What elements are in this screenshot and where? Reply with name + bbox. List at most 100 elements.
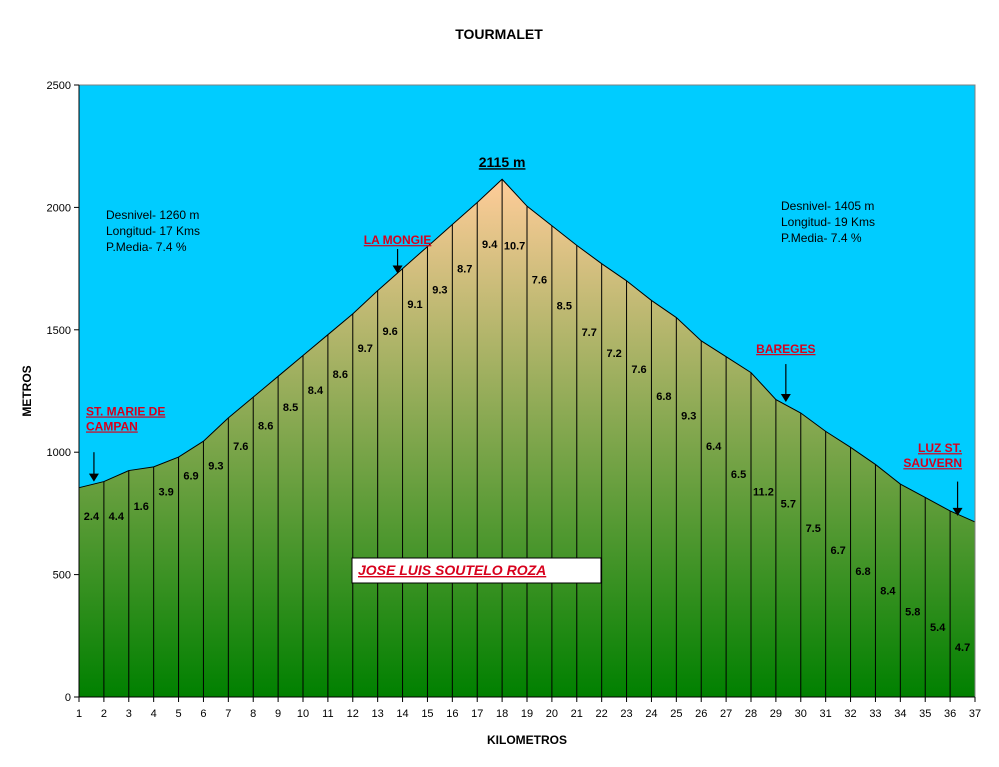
- x-tick-label: 8: [250, 708, 256, 720]
- x-tick-label: 31: [820, 708, 832, 720]
- x-tick-label: 33: [869, 708, 881, 720]
- gradient-label: 8.4: [880, 586, 896, 598]
- x-tick-label: 7: [225, 708, 231, 720]
- gradient-label: 8.5: [283, 402, 298, 414]
- ascent-info-left: Desnivel- 1260 m: [106, 208, 199, 222]
- x-tick-label: 10: [297, 708, 309, 720]
- place-label: CAMPAN: [86, 419, 138, 433]
- gradient-label: 6.7: [830, 545, 845, 557]
- x-tick-label: 36: [944, 708, 956, 720]
- x-tick-label: 25: [670, 708, 682, 720]
- gradient-label: 8.4: [308, 385, 324, 397]
- author-box: [351, 557, 602, 584]
- y-tick-label: 0: [65, 692, 71, 704]
- gradient-label: 10.7: [504, 240, 525, 252]
- peak-elevation-label: 2115 m: [479, 154, 526, 170]
- y-tick-label: 2500: [47, 80, 71, 92]
- x-tick-label: 21: [571, 708, 583, 720]
- x-tick-label: 28: [745, 708, 757, 720]
- chart-title: TOURMALET: [455, 26, 543, 42]
- y-tick-label: 1000: [47, 447, 71, 459]
- x-tick-label: 29: [770, 708, 782, 720]
- author-name: JOSE LUIS SOUTELO ROZA: [358, 562, 546, 578]
- gradient-label: 5.7: [781, 499, 796, 511]
- x-tick-label: 27: [720, 708, 732, 720]
- x-tick-label: 22: [596, 708, 608, 720]
- x-tick-label: 5: [175, 708, 181, 720]
- gradient-label: 8.6: [333, 369, 348, 381]
- gradient-label: 7.5: [806, 523, 821, 535]
- gradient-label: 3.9: [158, 486, 173, 498]
- x-tick-label: 18: [496, 708, 508, 720]
- x-axis-label: KILOMETROS: [487, 733, 567, 747]
- x-tick-label: 13: [372, 708, 384, 720]
- x-tick-label: 23: [620, 708, 632, 720]
- x-tick-label: 24: [645, 708, 657, 720]
- y-axis-label: METROS: [20, 365, 34, 416]
- gradient-label: 9.3: [681, 410, 696, 422]
- ascent-info-left: P.Media- 7.4 %: [106, 240, 187, 254]
- x-tick-label: 37: [969, 708, 981, 720]
- x-tick-label: 9: [275, 708, 281, 720]
- x-tick-label: 6: [200, 708, 206, 720]
- place-label: ST. MARIE DE: [86, 404, 165, 418]
- gradient-label: 6.8: [855, 566, 870, 578]
- x-tick-label: 32: [844, 708, 856, 720]
- x-tick-label: 30: [795, 708, 807, 720]
- gradient-label: 6.9: [183, 470, 198, 482]
- x-tick-label: 3: [126, 708, 132, 720]
- gradient-label: 5.4: [930, 622, 946, 634]
- x-tick-label: 12: [347, 708, 359, 720]
- ascent-info-right: Longitud- 19 Kms: [781, 215, 875, 229]
- x-tick-label: 16: [446, 708, 458, 720]
- gradient-label: 9.3: [208, 461, 223, 473]
- ascent-info-right: P.Media- 7.4 %: [781, 231, 862, 245]
- place-arrow-head: [952, 507, 963, 516]
- gradient-label: 9.7: [358, 343, 373, 355]
- ascent-info-left: Longitud- 17 Kms: [106, 224, 200, 238]
- x-tick-label: 4: [151, 708, 157, 720]
- y-tick-label: 1500: [47, 325, 71, 337]
- place-arrow-head: [780, 394, 791, 403]
- x-tick-label: 20: [546, 708, 558, 720]
- x-tick-label: 1: [76, 708, 82, 720]
- elevation-line: [78, 178, 976, 523]
- gradient-label: 11.2: [753, 486, 774, 498]
- x-tick-label: 34: [894, 708, 906, 720]
- place-label: LA MONGIE: [364, 233, 432, 247]
- x-tick-label: 26: [695, 708, 707, 720]
- x-tick-label: 2: [101, 708, 107, 720]
- gradient-label: 8.6: [258, 420, 273, 432]
- gradient-label: 9.4: [482, 239, 498, 251]
- gradient-label: 6.4: [706, 441, 722, 453]
- gradient-label: 7.7: [582, 327, 597, 339]
- x-tick-label: 15: [421, 708, 433, 720]
- place-label: BAREGES: [756, 342, 815, 356]
- gradient-label: 6.5: [731, 469, 746, 481]
- place-arrow-head: [88, 473, 99, 482]
- gradient-label: 4.4: [109, 511, 125, 523]
- gradient-label: 7.2: [606, 348, 621, 360]
- y-tick-label: 500: [53, 570, 71, 582]
- gradient-label: 5.8: [905, 606, 920, 618]
- gradient-label: 8.7: [457, 264, 472, 276]
- gradient-label: 4.7: [955, 642, 970, 654]
- place-arrow-head: [392, 265, 403, 274]
- gradient-label: 7.6: [631, 364, 646, 376]
- place-label: LUZ ST.: [918, 441, 962, 455]
- place-label: SAUVERN: [903, 456, 962, 470]
- x-tick-label: 11: [322, 708, 333, 720]
- gradient-label: 7.6: [233, 441, 248, 453]
- ascent-info-right: Desnivel- 1405 m: [781, 199, 874, 213]
- gradient-label: 6.8: [656, 391, 671, 403]
- gradient-label: 9.3: [432, 284, 447, 296]
- gradient-label: 8.5: [557, 300, 572, 312]
- gradient-label: 9.1: [407, 299, 422, 311]
- gradient-label: 9.6: [382, 326, 397, 338]
- gradient-label: 1.6: [134, 501, 149, 513]
- x-tick-label: 35: [919, 708, 931, 720]
- x-tick-label: 17: [471, 708, 483, 720]
- y-tick-label: 2000: [47, 202, 71, 214]
